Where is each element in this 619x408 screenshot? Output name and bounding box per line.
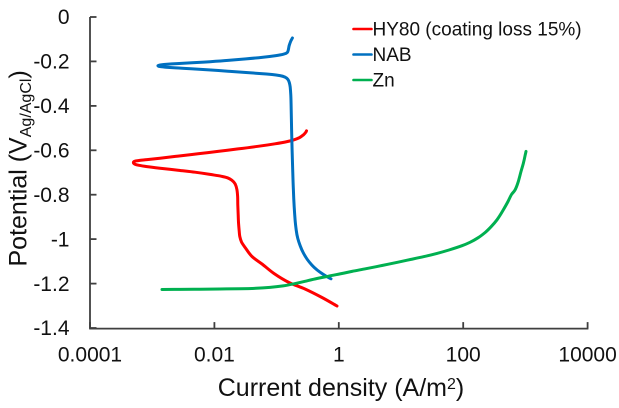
svg-text:-1.4: -1.4	[33, 317, 70, 340]
svg-text:-1.2: -1.2	[33, 273, 69, 296]
svg-text:-0.4: -0.4	[33, 95, 70, 118]
svg-text:100: 100	[446, 344, 481, 367]
svg-text:-0.8: -0.8	[33, 184, 69, 207]
svg-text:-0.6: -0.6	[33, 140, 69, 163]
svg-text:1: 1	[333, 344, 345, 367]
svg-text:0.01: 0.01	[194, 344, 235, 367]
svg-text:NAB: NAB	[373, 45, 412, 66]
svg-text:-1: -1	[51, 228, 70, 251]
svg-text:10000: 10000	[558, 344, 616, 367]
svg-text:0.0001: 0.0001	[58, 344, 122, 367]
svg-text:Zn: Zn	[373, 71, 395, 92]
svg-text:HY80 (coating loss 15%): HY80 (coating loss 15%)	[373, 20, 582, 41]
svg-text:0: 0	[58, 6, 70, 29]
svg-text:-0.2: -0.2	[33, 51, 69, 74]
svg-text:Current density (A/m2): Current density (A/m2)	[218, 374, 464, 402]
